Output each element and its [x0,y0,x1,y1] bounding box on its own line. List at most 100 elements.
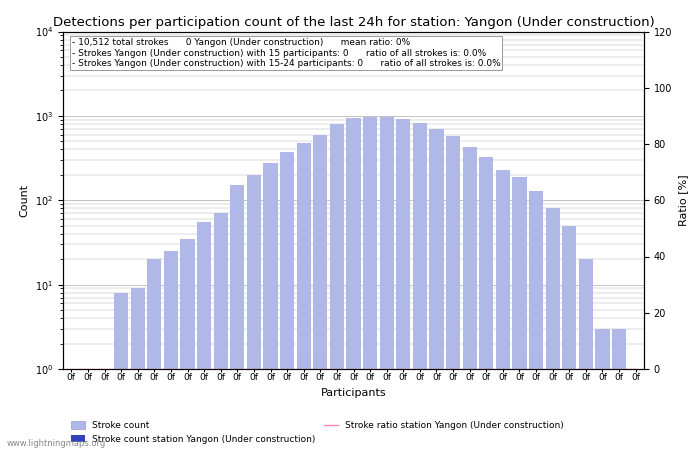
Stroke ratio station Yangon (Under construction) [266,366,274,372]
Bar [429,369,444,450]
Bar [263,162,278,450]
Text: - 10,512 total strokes      0 Yangon (Under construction)      mean ratio: 0%
- : - 10,512 total strokes 0 Yangon (Under c… [71,38,500,68]
Bar [147,369,162,450]
Bar [562,225,576,450]
Bar [263,369,278,450]
Bar [197,222,211,450]
Bar [396,369,410,450]
Bar [114,369,128,450]
Stroke ratio station Yangon (Under construction) [167,366,175,372]
Bar [429,129,444,450]
Stroke ratio station Yangon (Under construction) [615,366,623,372]
Bar [446,136,460,450]
Y-axis label: Ratio [%]: Ratio [%] [678,175,688,226]
Bar [131,369,145,450]
Stroke ratio station Yangon (Under construction) [332,366,341,372]
Bar [463,147,477,450]
Bar [480,369,494,450]
Bar [164,251,178,450]
Bar [612,329,626,450]
Bar [512,177,526,450]
Stroke ratio station Yangon (Under construction) [366,366,375,372]
Bar [230,369,244,450]
Stroke ratio station Yangon (Under construction) [316,366,325,372]
Bar [97,369,111,450]
Stroke ratio station Yangon (Under construction) [300,366,308,372]
Stroke ratio station Yangon (Under construction) [449,366,457,372]
X-axis label: Participants: Participants [321,388,386,398]
Bar [629,369,643,450]
Bar [612,369,626,450]
Stroke ratio station Yangon (Under construction) [100,366,108,372]
Bar [579,259,593,450]
Stroke ratio station Yangon (Under construction) [565,366,573,372]
Stroke ratio station Yangon (Under construction) [482,366,491,372]
Bar [313,135,328,450]
Bar [396,119,410,450]
Stroke ratio station Yangon (Under construction) [598,366,607,372]
Stroke ratio station Yangon (Under construction) [466,366,474,372]
Stroke ratio station Yangon (Under construction) [515,366,524,372]
Bar [114,293,128,450]
Stroke ratio station Yangon (Under construction) [134,366,142,372]
Bar [313,369,328,450]
Stroke ratio station Yangon (Under construction) [349,366,358,372]
Bar [297,143,311,450]
Bar [80,369,95,450]
Y-axis label: Count: Count [19,184,29,217]
Bar [529,191,543,450]
Bar [247,175,261,450]
Bar [496,369,510,450]
Bar [545,208,560,450]
Stroke ratio station Yangon (Under construction) [200,366,209,372]
Bar [629,369,643,450]
Bar [147,259,162,450]
Bar [97,369,111,450]
Bar [562,369,576,450]
Bar [280,152,294,450]
Bar [181,238,195,450]
Bar [512,369,526,450]
Bar [297,369,311,450]
Stroke ratio station Yangon (Under construction) [283,366,291,372]
Stroke ratio station Yangon (Under construction) [250,366,258,372]
Bar [379,117,394,450]
Bar [214,213,228,450]
Stroke ratio station Yangon (Under construction) [532,366,540,372]
Bar [545,369,560,450]
Bar [247,369,261,450]
Stroke ratio station Yangon (Under construction) [233,366,242,372]
Stroke ratio station Yangon (Under construction) [117,366,125,372]
Bar [596,369,610,450]
Bar [64,369,78,450]
Bar [346,369,360,450]
Legend: Stroke count, Stroke count station Yangon (Under construction), Stroke ratio sta: Stroke count, Stroke count station Yango… [67,418,568,447]
Stroke ratio station Yangon (Under construction) [498,366,507,372]
Bar [529,369,543,450]
Bar [230,185,244,450]
Bar [64,369,78,450]
Stroke ratio station Yangon (Under construction) [382,366,391,372]
Bar [579,369,593,450]
Bar [363,117,377,450]
Title: Detections per participation count of the last 24h for station: Yangon (Under co: Detections per participation count of th… [52,16,655,29]
Stroke ratio station Yangon (Under construction) [631,366,640,372]
Bar [496,170,510,450]
Bar [330,369,344,450]
Bar [164,369,178,450]
Bar [280,369,294,450]
Stroke ratio station Yangon (Under construction) [433,366,441,372]
Stroke ratio station Yangon (Under construction) [549,366,557,372]
Bar [413,123,427,450]
Bar [181,369,195,450]
Bar [131,288,145,450]
Bar [80,369,95,450]
Bar [463,369,477,450]
Stroke ratio station Yangon (Under construction) [183,366,192,372]
Bar [346,118,360,450]
Bar [330,124,344,450]
Bar [480,157,494,450]
Stroke ratio station Yangon (Under construction) [582,366,590,372]
Bar [379,369,394,450]
Text: www.lightningmaps.org: www.lightningmaps.org [7,439,106,448]
